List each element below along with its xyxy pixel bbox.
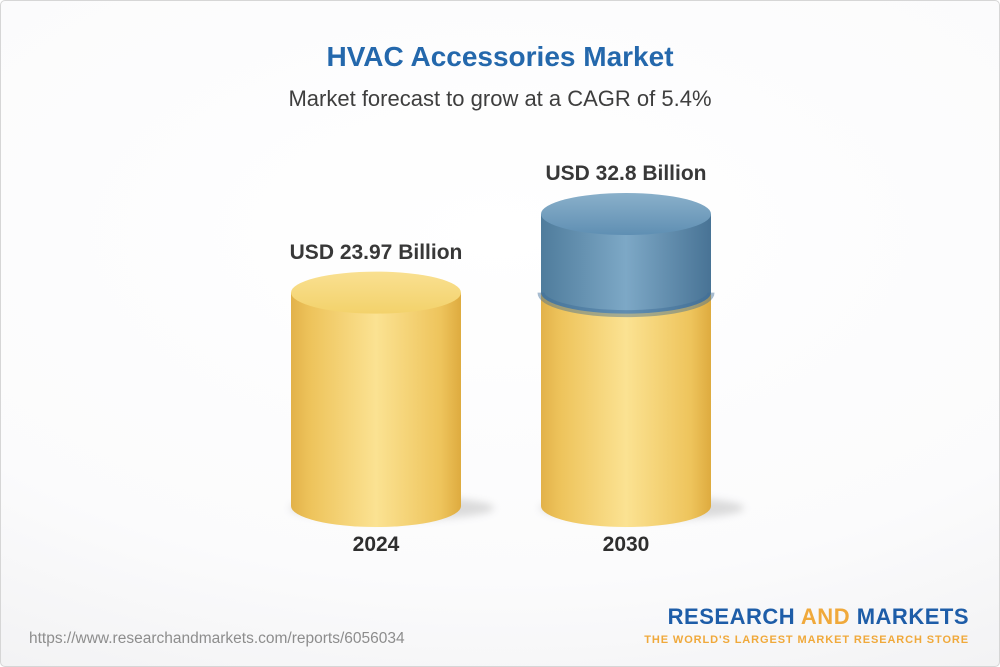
brand-word-research: RESEARCH — [667, 604, 796, 629]
page-subtitle: Market forecast to grow at a CAGR of 5.4… — [288, 86, 712, 111]
brand-logo: RESEARCH AND MARKETS THE WORLD'S LARGEST… — [644, 604, 969, 646]
page-title: HVAC Accessories Market — [326, 41, 674, 72]
brand-word-and: AND — [800, 604, 851, 629]
brand-word-markets: MARKETS — [856, 604, 969, 629]
category-label: 2030 — [602, 533, 650, 556]
brand-tagline: THE WORLD'S LARGEST MARKET RESEARCH STOR… — [644, 634, 969, 646]
value-label: USD 23.97 Billion — [289, 240, 463, 264]
brand-wordmark: RESEARCH AND MARKETS — [644, 604, 969, 630]
category-label: 2024 — [352, 533, 400, 556]
value-label: USD 32.8 Billion — [545, 162, 707, 185]
report-url: https://www.researchandmarkets.com/repor… — [29, 630, 405, 647]
